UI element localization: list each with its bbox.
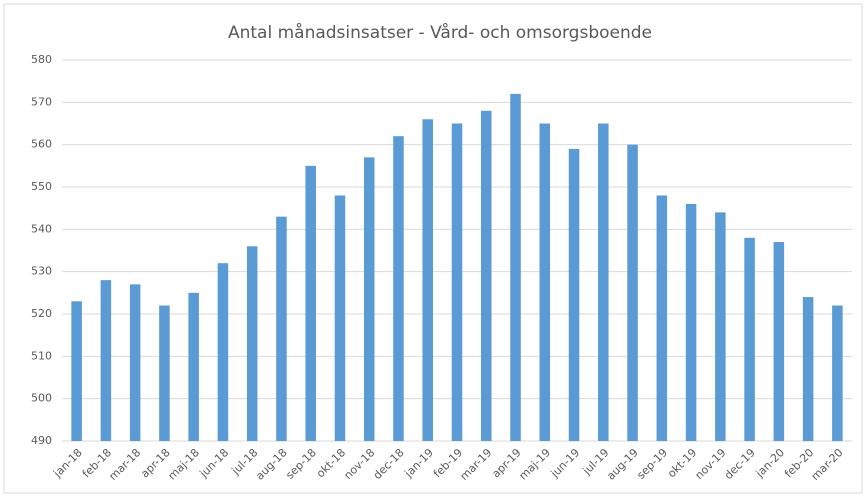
bar: [363, 157, 375, 441]
bar: [393, 136, 404, 441]
y-tick-label: 520: [31, 307, 52, 320]
bar: [744, 237, 755, 441]
bar: [305, 165, 316, 442]
bar: [685, 203, 697, 441]
bar: [188, 292, 199, 441]
bar: [451, 123, 463, 441]
bar: [715, 212, 726, 441]
bar: [627, 144, 638, 441]
y-tick-label: 560: [31, 138, 52, 151]
bar: [656, 195, 668, 441]
bar: [510, 93, 521, 441]
bar: [802, 297, 814, 441]
bar: [539, 123, 551, 441]
bar: [159, 305, 170, 441]
bar: [568, 148, 580, 441]
y-tick-label: 530: [31, 265, 52, 278]
bar: [773, 242, 785, 441]
chart-title: Antal månadsinsatser - Vård- och omsorgs…: [228, 22, 652, 43]
y-tick-label: 580: [31, 53, 52, 66]
bar: [246, 246, 258, 441]
bar: [480, 110, 492, 442]
bar: [217, 263, 229, 441]
bar: [832, 305, 843, 441]
y-tick-label: 490: [31, 434, 52, 447]
bar: [276, 216, 287, 441]
bar: [129, 284, 141, 441]
y-tick-label: 500: [31, 392, 52, 405]
y-tick-label: 510: [31, 349, 52, 362]
bar: [422, 119, 434, 442]
y-tick-label: 550: [31, 180, 52, 193]
bar: [100, 280, 112, 441]
bar: [71, 301, 82, 441]
bar: [334, 195, 346, 441]
y-tick-label: 570: [31, 95, 52, 108]
bar: [598, 123, 609, 441]
y-tick-label: 540: [31, 222, 52, 235]
